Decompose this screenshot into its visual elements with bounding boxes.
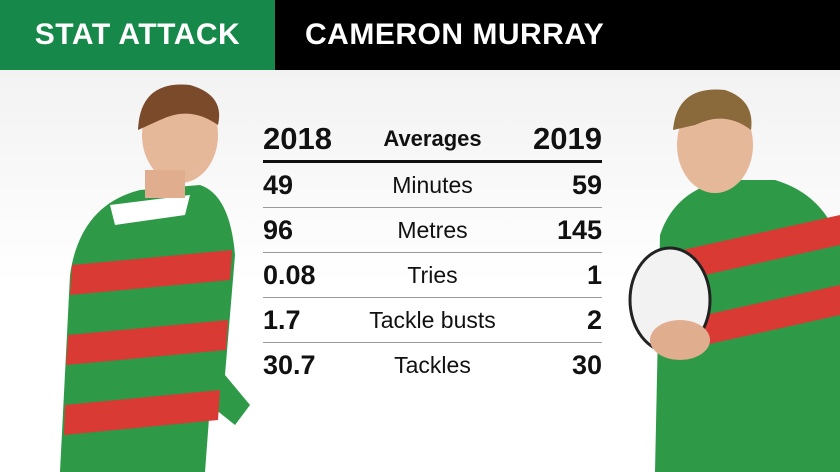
player-2019-photo (628, 89, 840, 472)
stat-row: 49 Minutes 59 (263, 163, 602, 208)
stat-value: 145 (556, 214, 602, 245)
stat-value: 96 (263, 214, 294, 245)
stat-value: 2 (586, 304, 602, 335)
stat-label: Metres (397, 216, 468, 243)
stat-value: 30.7 (263, 349, 316, 380)
stats-table: 2018 Averages 2019 49 Minutes 59 96 Metres 145 0.… (263, 118, 602, 387)
column-header: 2019 (533, 121, 602, 156)
stat-label: Tackles (394, 351, 471, 378)
stat-label: Minutes (392, 171, 473, 198)
stat-row: 96 Metres 145 (263, 208, 602, 253)
stat-label: Tackle busts (369, 306, 496, 333)
stat-value: 0.08 (263, 259, 316, 290)
stat-value: 1.7 (263, 304, 301, 335)
stat-label: Tries (407, 261, 458, 288)
stat-value: 59 (571, 169, 602, 200)
column-header: Averages (383, 126, 482, 151)
stat-row: 0.08 Tries 1 (263, 253, 602, 298)
stat-value: 49 (263, 169, 294, 200)
header-subtitle: CAMERON MURRAY (275, 0, 840, 70)
table-header-row: 2018 Averages 2019 (263, 118, 602, 163)
column-header: 2018 (263, 121, 332, 156)
stat-row: 30.7 Tackles 30 (263, 343, 602, 387)
stat-row: 1.7 Tackle busts 2 (263, 298, 602, 343)
player-2018-photo (60, 84, 250, 472)
header-title: STAT ATTACK (0, 0, 275, 70)
stat-value: 1 (586, 259, 602, 290)
stat-value: 30 (571, 349, 602, 380)
